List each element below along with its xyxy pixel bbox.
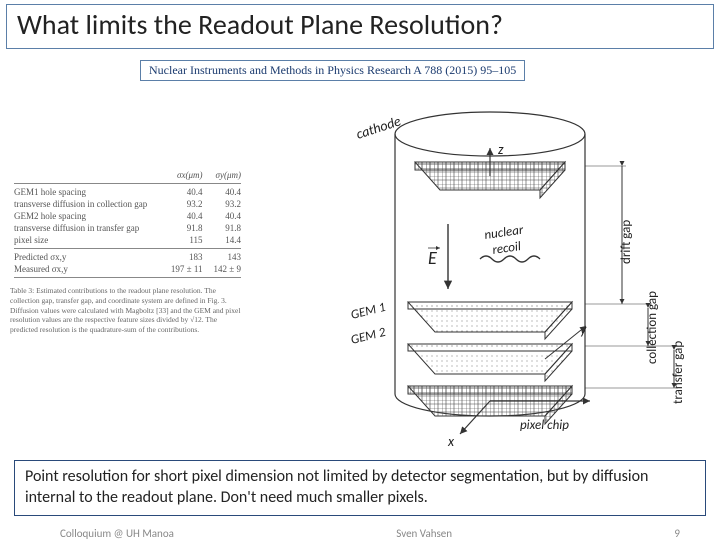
x-axis-label: x	[447, 433, 455, 450]
col-header-blank	[10, 169, 163, 181]
footer: Colloquium @ UH Manoa Sven Vahsen 9	[0, 527, 720, 540]
col-header-sigmax: σx(μm)	[163, 169, 206, 181]
citation-box: Nuclear Instruments and Methods in Physi…	[140, 60, 525, 81]
table-row: transverse diffusion in collection gap93…	[10, 198, 245, 210]
footer-left: Colloquium @ UH Manoa	[60, 527, 174, 540]
table-row: Predicted σx,y183143	[10, 251, 245, 263]
efield-label: E	[428, 247, 437, 269]
footer-right: 9	[674, 527, 680, 540]
col-header-sigmay: σy(μm)	[206, 169, 245, 181]
title-bar: What limits the Readout Plane Resolution…	[6, 4, 714, 49]
gem1-label: GEM 1	[349, 300, 387, 323]
footer-center: Sven Vahsen	[396, 527, 452, 540]
page-title: What limits the Readout Plane Resolution…	[17, 7, 703, 42]
pixelchip-label: pixel chip	[520, 418, 569, 433]
gem2-label: GEM 2	[349, 325, 387, 348]
driftgap-label: drift gap	[619, 220, 634, 264]
table-row: Measured σx,y197 ± 11142 ± 9	[10, 263, 245, 275]
table-row: transverse diffusion in transfer gap91.8…	[10, 222, 245, 234]
transfergap-label: transfer gap	[671, 341, 686, 404]
table-caption: Table 3: Estimated contributions to the …	[10, 286, 245, 335]
summary-box: Point resolution for short pixel dimensi…	[14, 460, 706, 516]
table-row: pixel size11514.4	[10, 234, 245, 246]
table-row: GEM2 hole spacing40.440.4	[10, 210, 245, 222]
cathode-label: cathode	[354, 112, 403, 142]
recoil-label: recoil	[491, 239, 521, 258]
z-axis-label: z	[498, 141, 504, 158]
collectiongap-label: collection gap	[645, 291, 660, 364]
resolution-table: σx(μm) σy(μm) GEM1 hole spacing40.440.4 …	[10, 169, 245, 335]
table-row: GEM1 hole spacing40.440.4	[10, 186, 245, 198]
detector-diagram: z E nuclear recoil y x cathode GEM 1 GEM…	[330, 104, 700, 454]
